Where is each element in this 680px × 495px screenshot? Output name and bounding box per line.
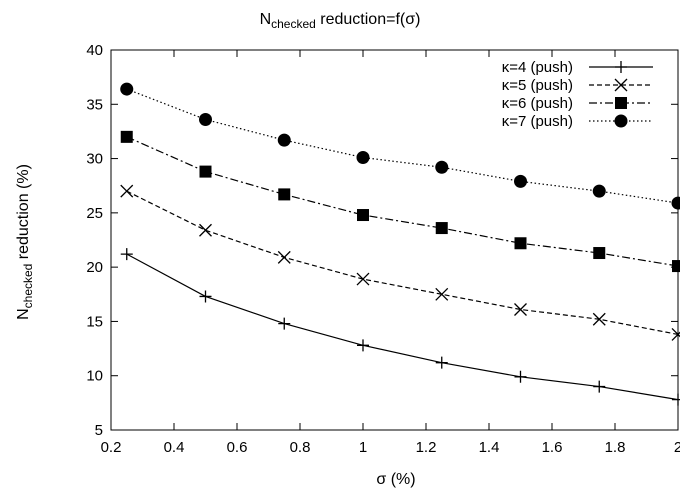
x-tick-label: 0.6 [227,439,248,456]
y-tick-label: 20 [86,259,103,276]
cross-marker [277,250,291,264]
x-tick-label: 1.4 [479,439,500,456]
circle-marker [199,112,212,126]
x-tick-label: 1.8 [605,439,626,456]
chart-title: Nchecked reduction=f(σ) [260,11,421,31]
cross-marker [614,78,628,92]
chart-title-rest: reduction=f(σ) [316,11,421,28]
x-tick-label: 0.4 [164,439,185,456]
chart-title-base: N [260,11,272,28]
square-marker [435,222,448,235]
series-3 [120,130,680,273]
square-marker [593,247,606,260]
series-1 [120,248,680,406]
circle-marker [592,184,606,198]
legend-label: κ=7 (push) [502,113,573,130]
cross-marker [514,303,527,316]
y-tick-label: 15 [86,313,103,330]
plus-marker [435,356,448,369]
circle-marker [671,196,680,210]
cross-marker [199,223,212,237]
x-axis-label: σ (%) [376,471,415,488]
x-tick-label: 1 [359,439,367,456]
cross-marker [435,287,449,301]
plus-marker [615,61,627,73]
y-tick-label: 35 [86,96,103,113]
square-marker [357,209,369,222]
cross-marker [671,327,680,341]
series-2 [120,184,680,341]
square-marker [514,237,527,250]
x-tick-label: 0.2 [101,439,122,456]
legend-label: κ=6 (push) [502,95,573,112]
plus-marker [199,290,212,303]
y-tick-label: 10 [86,368,103,385]
series-line [126,190,679,336]
plus-marker [120,248,133,261]
circle-marker [435,160,449,174]
plot-frame [110,49,679,431]
legend: κ=4 (push)κ=5 (push)κ=6 (push)κ=7 (push) [502,59,653,130]
y-axis-label-sub: checked [21,264,35,309]
cross-marker [356,272,370,286]
y-tick-label: 30 [86,151,103,168]
y-axis-label-rest: reduction (%) [15,164,32,264]
plot-area: 0.2 0.4 0.6 0.8 1 1.2 1.4 1.6 1.8 251015202530354… [86,42,680,456]
circle-marker [614,114,628,128]
series-line [126,136,679,267]
chart-title-sub: checked [271,17,316,31]
plus-marker [672,393,680,406]
square-marker [199,165,212,178]
circle-marker [356,150,370,164]
plus-marker [357,339,369,352]
cross-marker [592,312,606,326]
square-marker [672,260,680,273]
square-marker [278,188,291,201]
series-line [126,253,679,401]
y-tick-label: 40 [86,42,103,59]
y-tick-label: 25 [86,205,103,222]
square-marker [120,130,133,143]
plus-marker [514,370,527,383]
circle-marker [277,133,291,147]
circle-marker [514,174,527,188]
cross-marker [120,184,134,198]
x-tick-label: 0.8 [290,439,311,456]
x-tick-label: 2 [674,439,680,456]
y-axis-label: Nchecked reduction (%) [15,164,35,320]
y-tick-label: 5 [95,422,103,439]
series-4 [120,82,680,210]
circle-marker [120,82,134,96]
y-axis-label-base: N [15,308,32,320]
legend-label: κ=4 (push) [502,59,573,76]
legend-label: κ=5 (push) [502,77,573,94]
x-tick-label: 1.6 [542,439,563,456]
square-marker [615,97,627,109]
x-tick-label: 1.2 [416,439,437,456]
plus-marker [593,380,606,393]
plus-marker [278,317,291,330]
